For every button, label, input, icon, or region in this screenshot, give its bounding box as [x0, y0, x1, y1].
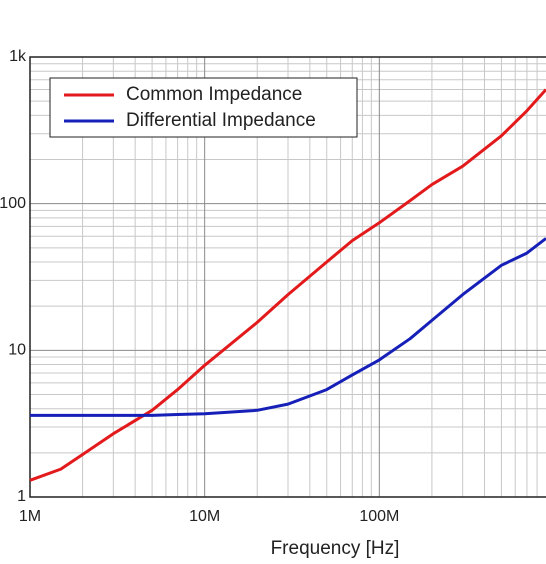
y-tick-label: 1k — [9, 48, 27, 65]
series-line — [30, 237, 546, 417]
y-tick-label: 100 — [0, 195, 26, 212]
x-tick-label: 100M — [359, 508, 399, 525]
y-tick-label: 1 — [17, 488, 26, 505]
x-axis-title: Frequency [Hz] — [271, 538, 400, 559]
y-tick-label: 10 — [8, 342, 26, 359]
series-line — [29, 88, 546, 482]
legend-label: Differential Impedance — [126, 110, 316, 131]
x-tick-label: 1M — [19, 508, 41, 525]
x-tick-label: 10M — [189, 508, 220, 525]
plot-frame — [29, 56, 546, 498]
legend-label: Common Impedance — [126, 84, 302, 105]
legend-box — [49, 77, 358, 138]
